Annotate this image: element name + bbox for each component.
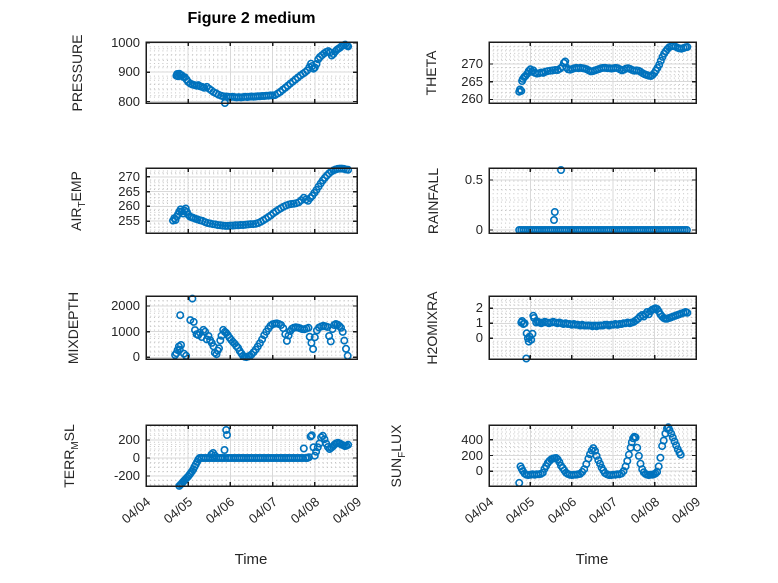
- x-tick-label: 04/08: [628, 494, 663, 527]
- plot-area-theta: [488, 41, 697, 104]
- y-tick-label: 270: [461, 56, 483, 71]
- scatter-series: [168, 164, 353, 230]
- tick-marks: [488, 42, 697, 103]
- y-tick-label: 2000: [111, 298, 140, 313]
- tick-marks: [488, 425, 697, 486]
- x-tick-label: 04/04: [462, 494, 497, 527]
- tick-marks: [145, 296, 358, 359]
- y-axis-label-mixdepth: MIXDEPTH: [65, 291, 81, 364]
- y-axis-label-theta: THETA: [423, 50, 439, 95]
- y-axis-label-pressure: PRESSURE: [69, 33, 85, 112]
- subplot-air-temp: [136, 158, 367, 243]
- plot-area-mixdepth: [145, 294, 358, 362]
- subplot-mixdepth: [136, 286, 367, 369]
- y-tick-label: 1000: [111, 324, 140, 339]
- y-tick-label: 255: [118, 213, 140, 228]
- subplot-theta: [479, 32, 706, 113]
- y-tick-label: -200: [113, 468, 140, 483]
- y-tick-label: 260: [118, 198, 140, 213]
- subplot-rainfall: [479, 158, 706, 243]
- subplot-h2omixra: [479, 286, 706, 369]
- axes-box: [488, 167, 697, 234]
- x-tick-label: 04/09: [669, 494, 704, 527]
- x-axis-label-left: Time: [234, 551, 268, 568]
- x-tick-label: 04/07: [586, 494, 621, 527]
- x-tick-label: 04/05: [161, 494, 196, 527]
- minor-grid: [489, 168, 696, 233]
- y-tick-label: 1: [475, 315, 483, 330]
- y-tick-label: 260: [461, 91, 483, 106]
- x-tick-label: 04/08: [288, 494, 323, 527]
- y-tick-label: 200: [118, 432, 140, 447]
- y-axis-label-h2omixra: H2OMIXRA: [424, 290, 440, 365]
- y-tick-label: 270: [118, 169, 140, 184]
- tick-marks: [488, 296, 697, 359]
- y-tick-label: 265: [461, 74, 483, 89]
- y-tick-label: 400: [461, 432, 483, 447]
- x-axis-label-right: Time: [575, 551, 609, 568]
- x-tick-label: 04/06: [545, 494, 580, 527]
- y-tick-label: 0: [475, 330, 483, 345]
- plot-area-sun-flux: [488, 423, 697, 487]
- axes-box: [145, 295, 358, 360]
- tick-marks: [488, 168, 697, 233]
- scatter-series: [515, 423, 685, 487]
- plot-area-pressure: [145, 40, 358, 108]
- plot-area-air-temp: [145, 164, 358, 234]
- y-tick-label: 0: [475, 463, 483, 478]
- y-axis-label-sun-flux: SUNFLUX: [388, 424, 408, 487]
- x-tick-label: 04/05: [503, 494, 538, 527]
- scatter-series: [175, 426, 353, 490]
- scatter-series: [171, 294, 352, 362]
- plot-area-terr-msl: [145, 424, 358, 490]
- x-tick-label: 04/06: [203, 494, 238, 527]
- y-axis-label-terr-msl: TERRMSL: [61, 423, 81, 488]
- axes-box: [488, 295, 697, 360]
- plot-area-h2omixra: [488, 295, 697, 363]
- x-tick-label: 04/09: [330, 494, 365, 527]
- axes-box: [145, 167, 358, 234]
- scatter-series: [515, 41, 692, 96]
- subplot-pressure: [136, 32, 367, 113]
- y-tick-label: 0: [132, 349, 140, 364]
- axes-box: [488, 41, 697, 104]
- major-grid: [489, 296, 696, 359]
- axes-box: [145, 424, 358, 487]
- y-tick-label: 1000: [111, 35, 140, 50]
- tick-marks: [145, 42, 358, 103]
- subplot-sun-flux: [479, 415, 706, 496]
- y-tick-label: 2: [475, 300, 483, 315]
- y-tick-label: 265: [118, 184, 140, 199]
- y-tick-label: 200: [461, 448, 483, 463]
- scatter-series: [517, 304, 692, 363]
- scatter-series: [172, 40, 353, 108]
- y-axis-label-rainfall: RAINFALL: [425, 167, 441, 234]
- y-tick-label: 800: [118, 94, 140, 109]
- y-axis-label-air-temp: AIRTEMP: [68, 170, 88, 231]
- x-tick-label: 04/04: [119, 494, 154, 527]
- figure-title: Figure 2 medium: [187, 10, 316, 27]
- tick-marks: [145, 425, 358, 486]
- plot-area-rainfall: [488, 166, 697, 235]
- minor-grid: [146, 296, 357, 359]
- x-tick-label: 04/07: [246, 494, 281, 527]
- subplot-terr-msl: [136, 415, 367, 496]
- major-grid: [146, 42, 357, 103]
- y-tick-label: 900: [118, 64, 140, 79]
- y-tick-label: 0: [132, 450, 140, 465]
- y-tick-label: 0.5: [464, 172, 483, 187]
- y-tick-label: 0: [475, 222, 483, 237]
- tick-marks: [145, 168, 358, 233]
